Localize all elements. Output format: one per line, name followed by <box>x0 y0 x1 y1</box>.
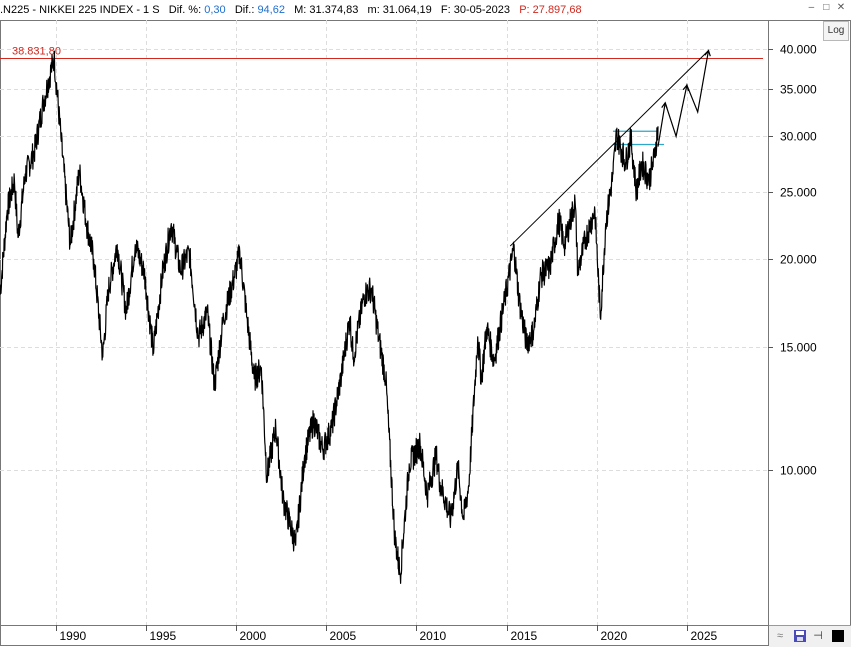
x-tick-label: 1990 <box>60 629 87 643</box>
x-tick-label: 2005 <box>330 629 357 643</box>
compress-icon[interactable]: ≈ <box>776 630 784 642</box>
ath-label: 38.831,80 <box>12 46 61 58</box>
y-tick-label: 15.000 <box>780 341 817 355</box>
p-label: P: 27.897,68 <box>519 4 582 16</box>
window-controls: – □ ✕ <box>805 2 847 13</box>
projection-arrowhead <box>661 101 668 109</box>
x-tick-label: 1995 <box>150 629 177 643</box>
x-tick-label: 2025 <box>691 629 718 643</box>
dif-pct-label: Dif. %: <box>168 4 202 16</box>
y-tick-label: 30.000 <box>780 130 817 144</box>
pin-icon[interactable]: ⊣ <box>813 630 823 642</box>
y-tick-label: 40.000 <box>780 43 817 57</box>
price-line <box>0 50 659 584</box>
date-label: F: 30-05-2023 <box>440 4 511 16</box>
trendline <box>509 50 709 247</box>
x-tick-label: 2010 <box>420 629 447 643</box>
maximize-button[interactable]: □ <box>823 2 830 13</box>
y-tick-label: 20.000 <box>780 253 817 267</box>
close-button[interactable]: ✕ <box>836 2 846 13</box>
projection-path <box>657 50 710 147</box>
fullscreen-icon[interactable] <box>831 629 845 643</box>
projection-arrowhead <box>704 49 711 57</box>
log-scale-button[interactable]: Log <box>823 21 849 41</box>
symbol-label: .N225 - NIKKEI 225 INDEX - 1 S <box>0 4 160 16</box>
y-tick-label: 10.000 <box>780 464 817 478</box>
x-tick-label: 2015 <box>511 629 538 643</box>
projection-arrowhead <box>682 83 689 92</box>
y-tick-label: 25.000 <box>780 186 817 200</box>
x-tick-label: 2020 <box>601 629 628 643</box>
save-icon[interactable] <box>793 629 807 643</box>
min-label: m: 31.064,19 <box>367 4 432 16</box>
dif-pct-value: 0,30 <box>204 4 226 16</box>
dif-value: 94,62 <box>257 4 285 16</box>
x-tick-label: 2000 <box>240 629 267 643</box>
chart-header: .N225 - NIKKEI 225 INDEX - 1 S Dif. %: 0… <box>0 0 760 20</box>
bottom-toolbar: ≈ ⊣ <box>769 625 851 647</box>
y-tick-label: 35.000 <box>780 83 817 97</box>
chart-frame <box>0 20 851 646</box>
minimize-button[interactable]: – <box>808 2 815 13</box>
max-label: M: 31.374,83 <box>294 4 359 16</box>
dif-label: Dif.: <box>234 4 255 16</box>
